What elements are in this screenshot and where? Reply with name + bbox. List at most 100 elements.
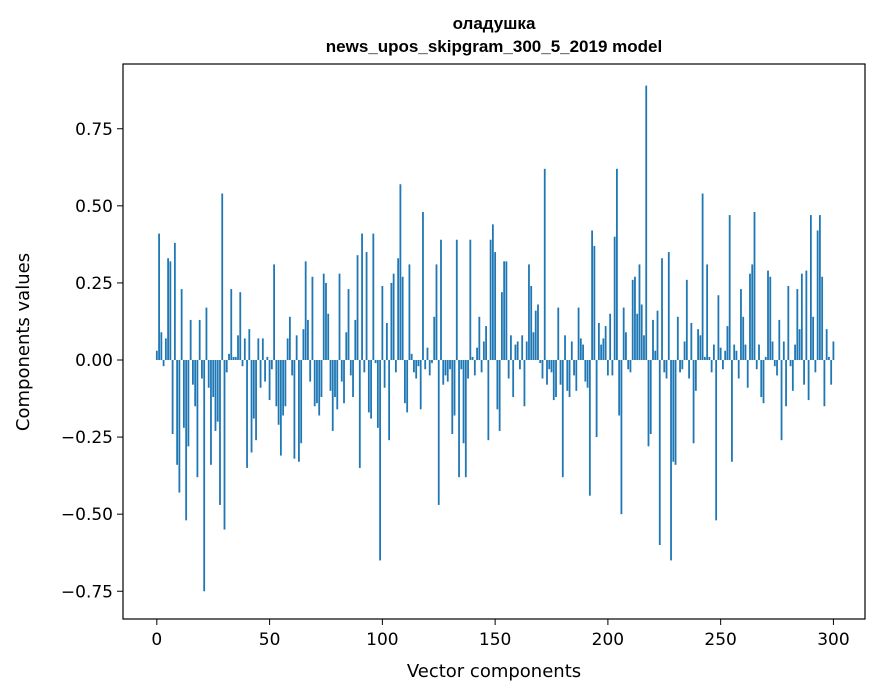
bar (758, 344, 760, 360)
bar (449, 360, 451, 370)
bar (286, 338, 289, 360)
bar (627, 360, 630, 370)
bar (566, 360, 569, 391)
bar (494, 252, 497, 360)
bar (769, 276, 772, 360)
y-tick-label: 0.25 (75, 274, 113, 294)
bar (347, 289, 350, 360)
bar (212, 360, 215, 397)
bar (776, 360, 778, 376)
bar (293, 360, 296, 459)
bar (248, 329, 251, 360)
bar (616, 168, 618, 360)
bar (433, 316, 436, 360)
bar (203, 360, 206, 592)
bar (437, 360, 440, 505)
plot-frame (122, 63, 866, 620)
bar (241, 360, 244, 367)
bar (336, 360, 339, 410)
bars-group (155, 85, 835, 592)
bar (672, 360, 675, 462)
bar (313, 360, 316, 407)
bar (658, 360, 661, 545)
bar (295, 335, 298, 360)
bar (316, 360, 318, 404)
bar (491, 224, 494, 360)
y-tick-label: 0.50 (75, 197, 113, 217)
bar (426, 347, 429, 360)
bar (327, 313, 330, 360)
bar (243, 338, 246, 360)
bar (780, 360, 783, 441)
bar (701, 193, 704, 360)
bar (697, 329, 699, 360)
bar (593, 245, 596, 360)
bar (803, 360, 805, 385)
bar (178, 360, 181, 493)
bar (778, 319, 781, 360)
bar (458, 360, 460, 478)
bar (255, 360, 257, 441)
bar (158, 233, 160, 360)
bar (625, 332, 627, 360)
bar (246, 360, 248, 468)
bar (264, 360, 266, 382)
bar (442, 360, 445, 385)
bar (722, 360, 724, 370)
bar (789, 360, 792, 367)
bar (561, 360, 564, 478)
bar (270, 360, 273, 370)
bar (408, 264, 411, 360)
bar (794, 344, 796, 360)
bar (388, 360, 391, 441)
bar (782, 341, 785, 360)
bar (828, 356, 830, 360)
bar (665, 360, 668, 379)
bar (507, 360, 510, 379)
bar (446, 360, 449, 382)
bar (399, 184, 402, 360)
bar (257, 338, 260, 360)
bar (631, 279, 634, 360)
bar (708, 356, 711, 360)
bar (460, 360, 463, 370)
bar (309, 360, 312, 382)
bar (796, 289, 799, 360)
x-tick-label: 0 (151, 630, 162, 650)
bar (219, 360, 221, 505)
bar (550, 360, 553, 373)
chart-subtitle: news_upos_skipgram_300_5_2019 model (326, 37, 662, 56)
bar (210, 360, 212, 465)
bar (832, 341, 835, 360)
bar (354, 319, 357, 360)
bar (435, 264, 438, 360)
bar (381, 286, 384, 360)
bar (476, 347, 478, 360)
bar (173, 242, 176, 360)
bar (575, 360, 578, 391)
bar (568, 360, 571, 397)
bar (239, 292, 242, 360)
bar (654, 350, 657, 360)
bar (201, 360, 203, 379)
bar (374, 360, 377, 364)
bar (311, 276, 314, 360)
bar (415, 360, 418, 379)
bar (683, 341, 686, 360)
bar (221, 193, 224, 360)
bar (489, 239, 492, 360)
x-tick-label: 200 (592, 630, 624, 650)
bar (282, 360, 285, 416)
bar (392, 273, 395, 360)
bar (712, 344, 715, 360)
bar (582, 344, 584, 360)
bar (356, 255, 359, 360)
bar (530, 286, 533, 360)
y-axis-label: Components values (13, 253, 34, 431)
bar (325, 282, 327, 360)
bar (406, 360, 409, 413)
bar (304, 261, 307, 360)
bar (516, 341, 519, 360)
chart-title: оладушка (453, 14, 536, 33)
bar (268, 360, 271, 401)
